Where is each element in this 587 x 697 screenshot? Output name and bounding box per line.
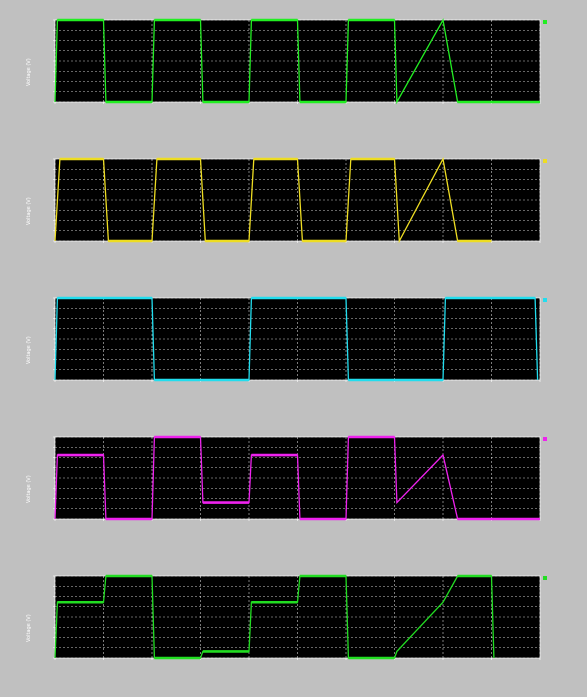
chart-panel: Voltage (V): [0, 556, 587, 694]
legend-swatch: [543, 298, 547, 302]
plot-area: [53, 18, 547, 105]
plot-area: [53, 296, 547, 382]
chart-panel: Voltage (V): [0, 278, 587, 416]
chart-panel: Voltage (V): [0, 417, 587, 555]
axes-frame: [54, 575, 541, 659]
legend-swatch: [543, 437, 547, 441]
legend-swatch: [543, 576, 547, 580]
plot-area: [53, 157, 547, 244]
chart-panel: Voltage (V): [0, 0, 587, 138]
plot-area: [53, 574, 547, 660]
axes-frame: [54, 436, 541, 520]
legend-swatch: [543, 159, 547, 163]
plot-area: [53, 435, 547, 521]
legend-swatch: [543, 20, 547, 24]
chart-panel: Voltage (V): [0, 139, 587, 277]
